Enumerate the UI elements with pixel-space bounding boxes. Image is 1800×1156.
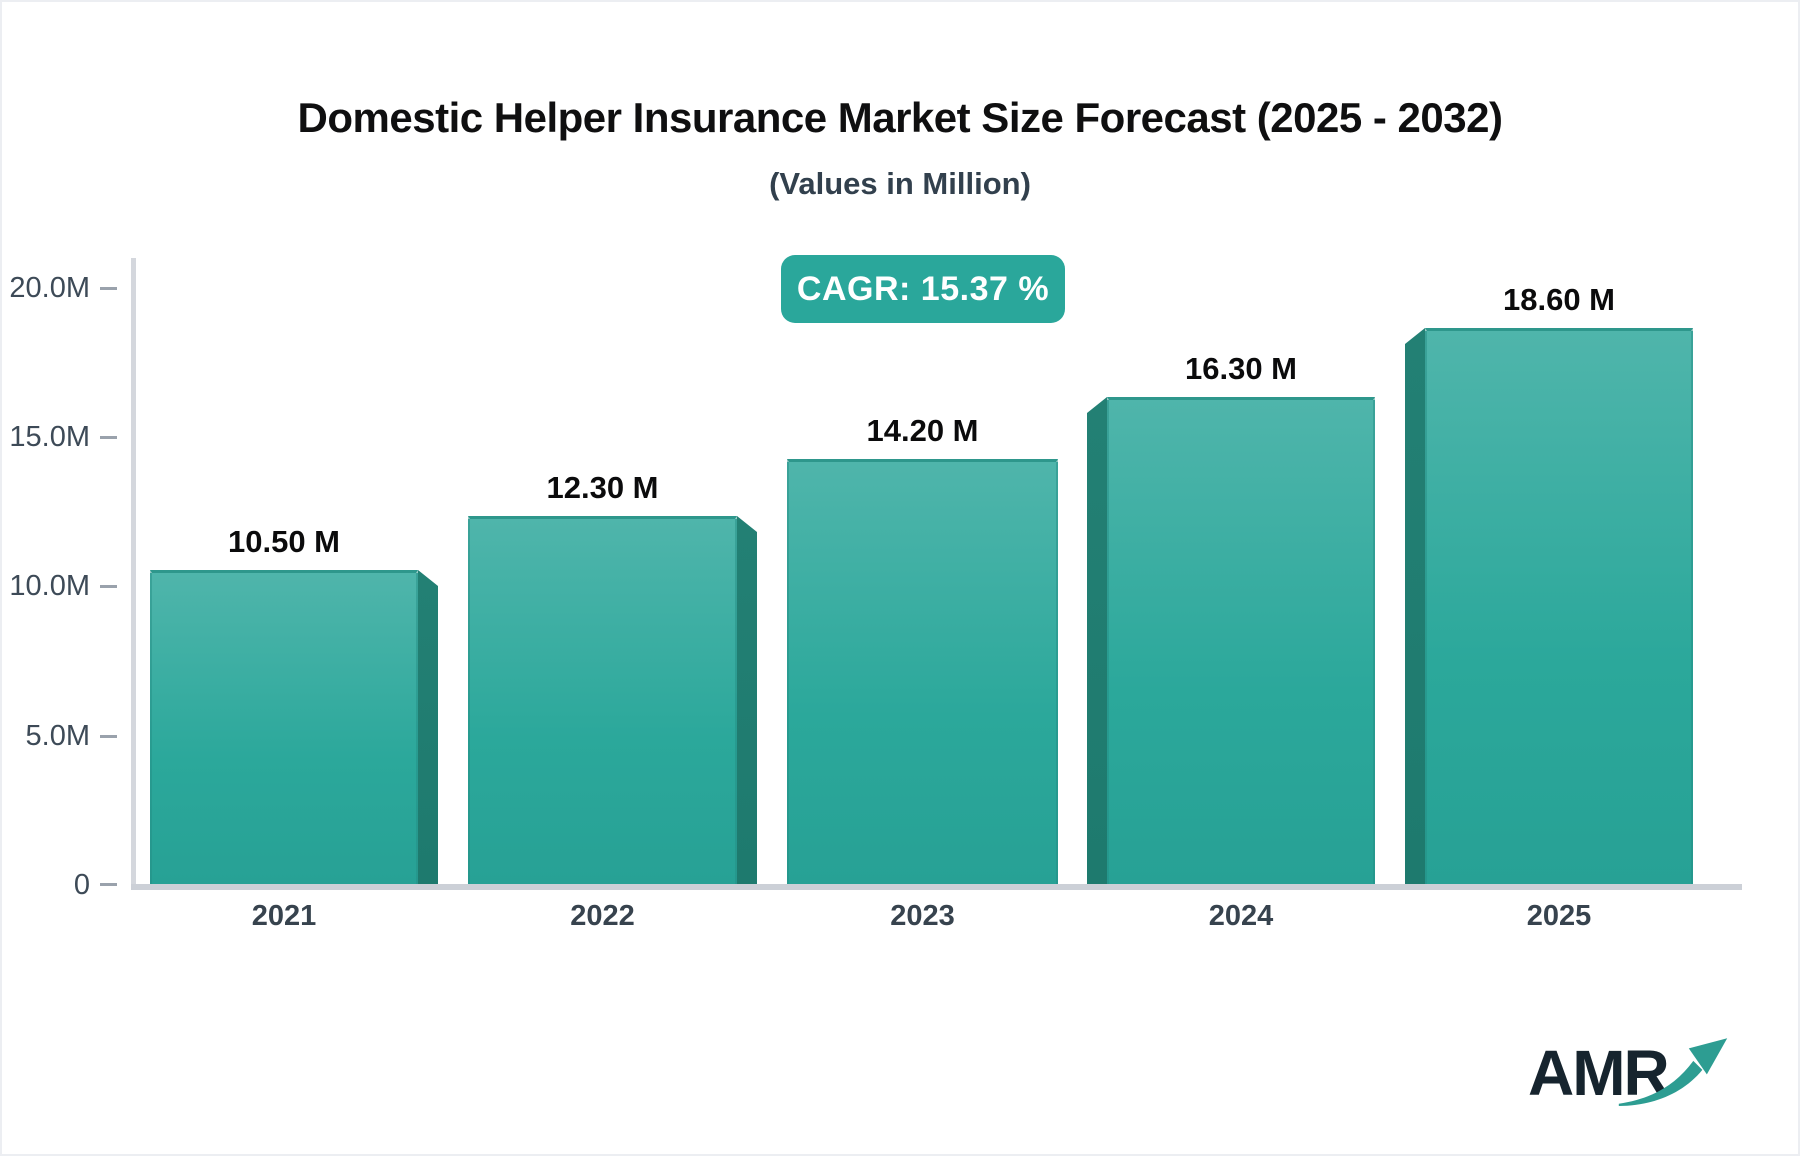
cagr-badge-label: CAGR: 15.37 % [796, 269, 1050, 308]
y-tick-label-10m: 10.0M [9, 570, 90, 602]
x-axis-line [131, 884, 1742, 890]
y-tick-mark [100, 735, 117, 738]
y-tick-mark [100, 585, 117, 588]
bar-value-label-2025: 18.60 M [1502, 282, 1615, 317]
x-tick-label-2022: 2022 [570, 900, 635, 932]
bar-2025 [1425, 328, 1693, 884]
y-tick-mark [100, 883, 117, 886]
y-tick-label-0: 0 [73, 869, 90, 901]
bar-value-label-2022: 12.30 M [546, 470, 659, 505]
x-tick-label-2021: 2021 [251, 900, 317, 932]
y-tick-mark [100, 287, 117, 290]
bar-value-label-2021: 10.50 M [227, 524, 340, 559]
bar-2025-side [1405, 328, 1425, 884]
bar-2021-side [418, 570, 438, 884]
y-tick-label-15m: 15.0M [9, 421, 90, 453]
y-tick-label-20m: 20.0M [9, 272, 90, 304]
x-tick-label-2025: 2025 [1526, 900, 1592, 932]
bar-2024-side [1087, 397, 1107, 884]
bar-2023 [787, 459, 1058, 884]
amr-logo: AMR [1522, 1028, 1742, 1118]
bar-2021 [150, 570, 418, 884]
bar-2022-side [737, 516, 757, 884]
y-tick-mark [100, 436, 117, 439]
bar-2022 [468, 516, 737, 884]
bar-value-label-2023: 14.20 M [866, 413, 979, 448]
cagr-badge: CAGR: 15.37 % [781, 255, 1065, 323]
x-tick-label-2024: 2024 [1208, 900, 1274, 932]
growth-arrow-icon [1618, 1038, 1728, 1106]
chart-title: Domestic Helper Insurance Market Size Fo… [297, 94, 1503, 141]
y-axis-line [131, 258, 136, 890]
x-tick-label-2023: 2023 [890, 900, 955, 932]
y-tick-label-5m: 5.0M [25, 720, 90, 752]
bar-2024 [1107, 397, 1375, 884]
chart-subtitle: (Values in Million) [769, 166, 1031, 201]
bar-value-label-2024: 16.30 M [1184, 351, 1297, 386]
